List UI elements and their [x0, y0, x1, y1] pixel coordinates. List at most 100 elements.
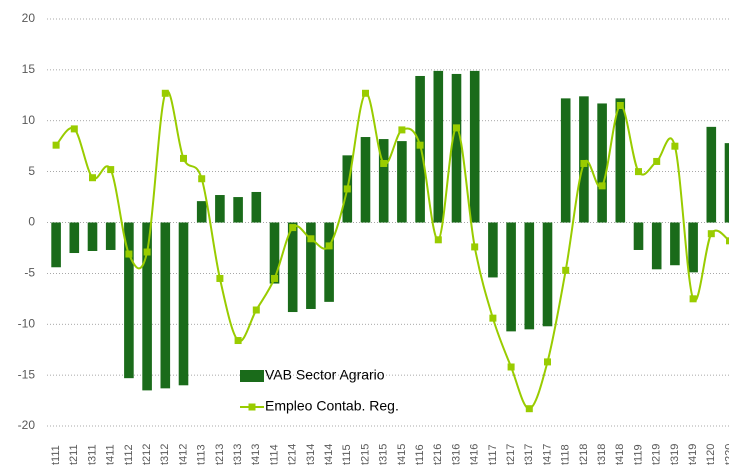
bar — [324, 222, 334, 302]
x-tick-label: t120 — [705, 444, 717, 465]
legend-label: VAB Sector Agrario — [265, 367, 385, 383]
line-marker — [216, 274, 224, 282]
line-marker — [544, 358, 551, 366]
bar — [178, 222, 189, 386]
line-marker — [453, 124, 460, 132]
bar — [287, 222, 298, 313]
x-tick-label: t115 — [341, 444, 353, 465]
x-tick-label: t311 — [86, 444, 98, 465]
x-tick-label: t211 — [68, 444, 80, 465]
x-tick-label: t317 — [523, 444, 535, 465]
line-marker — [161, 89, 169, 97]
bar — [670, 222, 680, 266]
line-marker — [525, 405, 533, 413]
bar — [360, 137, 371, 223]
line — [55, 89, 729, 410]
line-marker — [562, 266, 570, 274]
y-tick-label: 10 — [22, 113, 36, 127]
line-marker — [398, 126, 406, 134]
bar — [633, 222, 644, 250]
bar — [233, 197, 243, 223]
line-marker — [434, 236, 442, 244]
line-marker — [252, 306, 260, 314]
x-tick-label: t413 — [250, 444, 262, 465]
bar — [651, 222, 662, 270]
y-tick-label: 15 — [22, 62, 36, 76]
line-marker — [307, 235, 315, 243]
bar — [615, 98, 626, 223]
x-tick-label: t316 — [450, 444, 462, 465]
bar — [560, 98, 571, 223]
bar — [196, 201, 207, 223]
y-tick-label: -15 — [18, 367, 36, 381]
line-marker — [70, 125, 78, 133]
bar — [688, 222, 698, 273]
x-tick-label: t412 — [177, 444, 189, 465]
x-tick-label: t119 — [632, 444, 644, 465]
y-tick-label: -10 — [18, 316, 36, 330]
x-tick-label: t416 — [469, 444, 481, 465]
line-marker — [580, 159, 588, 167]
bar — [433, 70, 444, 223]
x-tick-label: t116 — [414, 444, 426, 465]
bar — [579, 96, 589, 223]
line-marker — [707, 230, 715, 238]
x-tick-label: t418 — [614, 444, 626, 465]
bar — [306, 222, 316, 309]
line-marker — [107, 166, 115, 174]
bar — [105, 222, 116, 250]
line-marker — [125, 250, 133, 258]
x-tick-label: t414 — [323, 444, 335, 465]
x-tick-label: t419 — [687, 444, 699, 465]
line-marker — [289, 224, 297, 232]
x-tick-label: t216 — [432, 444, 444, 465]
x-tick-label: t314 — [305, 444, 317, 465]
bar — [124, 222, 134, 379]
bar — [415, 75, 425, 223]
legend-swatch — [240, 370, 264, 382]
bar — [378, 139, 389, 223]
line-marker — [362, 89, 369, 97]
line-marker — [635, 168, 642, 176]
x-tick-label: t118 — [560, 444, 572, 465]
x-tick-label: t113 — [196, 444, 208, 465]
y-tick-label: 20 — [22, 11, 36, 25]
x-tick-label: t315 — [378, 444, 390, 465]
x-tick-label: t212 — [141, 444, 153, 465]
x-tick-label: t313 — [232, 444, 244, 465]
bar — [215, 195, 225, 223]
line-marker — [471, 243, 479, 251]
bar — [706, 126, 717, 223]
line-marker — [671, 142, 679, 150]
line-marker — [507, 363, 515, 371]
bar — [451, 73, 462, 223]
x-tick-label: t312 — [159, 444, 171, 465]
x-tick-label: t112 — [123, 444, 135, 465]
line-marker — [689, 295, 697, 303]
x-tick-label: t117 — [487, 444, 499, 465]
bar — [488, 222, 498, 278]
bar — [142, 222, 152, 391]
bar — [160, 222, 171, 389]
bar — [542, 222, 553, 327]
line-marker — [489, 314, 497, 322]
bar — [724, 143, 729, 223]
line-marker — [198, 175, 206, 183]
bar — [51, 222, 61, 268]
bar — [251, 191, 262, 223]
x-tick-label: t215 — [359, 444, 371, 465]
line-marker — [380, 159, 388, 167]
y-tick-label: 5 — [28, 164, 35, 178]
bar — [597, 103, 607, 223]
line-marker — [52, 141, 60, 149]
x-tick-label: t415 — [396, 444, 408, 465]
x-tick-label: t111 — [50, 445, 62, 465]
line-marker — [598, 182, 606, 190]
line-marker — [343, 185, 351, 193]
x-tick-label: t217 — [505, 444, 517, 465]
line-marker — [416, 141, 424, 149]
x-tick-label: t219 — [651, 444, 663, 465]
bar — [506, 222, 516, 332]
legend-label: Empleo Contab. Reg. — [265, 398, 399, 414]
